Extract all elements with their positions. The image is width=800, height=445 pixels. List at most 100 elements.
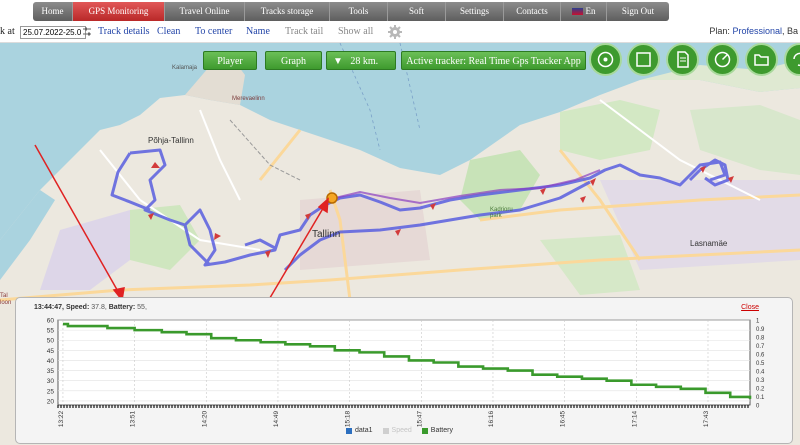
distance-value: 28 km. xyxy=(350,56,379,67)
map-label-tallinn: Tallinn xyxy=(312,229,341,240)
nav-contacts[interactable]: Contacts xyxy=(504,2,561,21)
map-label-kadrioru-park: Kadrioru park xyxy=(490,207,513,219)
x-tick-label: 15:18 xyxy=(345,410,352,427)
track-at-label: k at xyxy=(0,26,15,37)
x-tick-label: 17:43 xyxy=(703,410,710,427)
legend-swatch-speed xyxy=(382,427,389,434)
track-tail-link[interactable]: Track tail xyxy=(285,26,324,37)
plan-info: Plan: Professional, Ba xyxy=(709,26,798,36)
nav-language[interactable]: En xyxy=(561,2,607,21)
y-right-tick-label: 0 xyxy=(756,404,760,410)
gps-track xyxy=(110,148,730,272)
legend-swatch-data1 xyxy=(346,427,352,434)
sliders-icon[interactable] xyxy=(82,26,92,37)
map-label-lasnamae: Lasnamäe xyxy=(690,239,728,248)
nav-gps-monitoring[interactable]: GPS Monitoring xyxy=(73,2,165,21)
readout-speed-label: Speed: xyxy=(65,304,90,311)
x-tick-label: 13:51 xyxy=(130,410,137,427)
legend-item-speed[interactable]: Speed xyxy=(382,427,412,434)
chart-legend: data1 Speed Battery xyxy=(346,427,453,434)
document-icon xyxy=(677,51,689,68)
x-tick-label: 14:49 xyxy=(273,410,280,427)
battery-chart: 20 25 30 35 40 45 50 55 60 0 0.1 0.2 0.3 0.4 0.5 0.6 0.7… xyxy=(47,318,765,428)
map-label-kalamaja: Kalamaja xyxy=(172,65,198,71)
graph-panel: 13:44:47, Speed: 37.8, Battery: 55, Clos… xyxy=(15,297,793,444)
active-tracker-button[interactable]: Active tracker: Real Time Gps Tracker Ap… xyxy=(401,51,586,70)
distance-dropdown[interactable]: ▼ 28 km. xyxy=(326,51,396,70)
legend-label-speed: Speed xyxy=(391,427,412,434)
current-position-marker[interactable] xyxy=(326,192,338,204)
y-left-tick-label: 50 xyxy=(47,338,55,345)
fullscreen-button[interactable] xyxy=(627,43,660,76)
nav-travel-online[interactable]: Travel Online xyxy=(165,2,245,21)
legend-label-battery: Battery xyxy=(430,427,453,434)
nav-soft[interactable]: Soft xyxy=(388,2,446,21)
y-right-tick-label: 0.1 xyxy=(756,395,765,401)
folder-button[interactable] xyxy=(745,43,778,76)
track-toolbar: k at 25.07.2022-25.0 Track details Clean… xyxy=(0,22,800,43)
track-details-link[interactable]: Track details xyxy=(98,26,150,37)
y-right-tick-label: 0.7 xyxy=(756,344,765,350)
graph-button[interactable]: Graph xyxy=(265,51,322,70)
folder-icon xyxy=(754,54,769,66)
legend-item-battery[interactable]: Battery xyxy=(421,427,453,434)
map-edge-label: Tal loon xyxy=(0,293,12,306)
graph-readout: 13:44:47, Speed: 37.8, Battery: 55, xyxy=(34,304,147,311)
y-left-tick-label: 35 xyxy=(47,368,55,375)
plan-value-link[interactable]: Professional xyxy=(732,26,782,36)
y-right-tick-label: 0.3 xyxy=(756,378,765,384)
readout-battery-label: Battery: xyxy=(108,304,136,311)
speedometer-button[interactable] xyxy=(706,43,739,76)
to-center-link[interactable]: To center xyxy=(195,26,233,37)
map-label-merevaelinn: Merevaelinn xyxy=(232,96,265,102)
refresh-button[interactable] xyxy=(784,43,800,76)
square-icon xyxy=(636,52,651,67)
top-bar: Home GPS Monitoring Travel Online Tracks… xyxy=(0,0,800,22)
y-left-tick-label: 25 xyxy=(47,388,55,395)
readout-time: 13:44:47 xyxy=(34,304,63,311)
nav-settings[interactable]: Settings xyxy=(446,2,504,21)
name-link[interactable]: Name xyxy=(246,26,270,37)
language-label: En xyxy=(585,6,596,16)
player-button[interactable]: Player xyxy=(203,51,257,70)
nav-tracks-storage[interactable]: Tracks storage xyxy=(245,2,330,21)
track-direction-arrows xyxy=(148,162,734,258)
crosshair-icon xyxy=(597,51,614,68)
show-all-link[interactable]: Show all xyxy=(338,26,374,37)
y-left-tick-label: 60 xyxy=(47,318,55,325)
chevron-down-icon: ▼ xyxy=(333,56,343,67)
readout-battery-value: 55 xyxy=(137,304,145,311)
plan-suffix: , Ba xyxy=(781,26,798,36)
y-left-tick-label: 40 xyxy=(47,358,55,365)
report-button[interactable] xyxy=(666,43,699,76)
nav-sign-out[interactable]: Sign Out xyxy=(621,6,655,16)
x-tick-label: 14:20 xyxy=(201,410,208,427)
x-tick-label: 17:14 xyxy=(631,410,638,427)
y-right-tick-label: 0.6 xyxy=(756,353,765,359)
y-right-tick-label: 0.9 xyxy=(756,327,765,333)
date-range-input[interactable]: 25.07.2022-25.0 xyxy=(20,26,86,39)
y-left-tick-label: 45 xyxy=(47,348,55,355)
main-nav: Home GPS Monitoring Travel Online Tracks… xyxy=(33,2,669,21)
legend-label-data1: data1 xyxy=(355,427,373,434)
y-left-tick-label: 30 xyxy=(47,378,55,385)
speedometer-icon xyxy=(714,51,731,68)
gear-icon[interactable] xyxy=(387,24,403,40)
graph-close-link[interactable]: Close xyxy=(741,304,759,311)
nav-home[interactable]: Home xyxy=(33,2,73,21)
readout-speed-value: 37.8 xyxy=(91,304,105,311)
y-right-tick-label: 1 xyxy=(756,319,760,325)
uk-flag-icon xyxy=(571,8,583,15)
y-right-tick-label: 0.4 xyxy=(756,370,765,376)
plan-label: Plan: xyxy=(709,26,730,36)
x-tick-label: 16:16 xyxy=(488,410,495,427)
clean-link[interactable]: Clean xyxy=(157,26,181,37)
y-left-tick-label: 20 xyxy=(47,398,55,405)
kadriorg-park xyxy=(460,150,540,220)
refresh-icon xyxy=(793,52,800,67)
x-tick-label: 16:45 xyxy=(560,410,567,427)
locate-button[interactable] xyxy=(589,43,622,76)
legend-item-data1[interactable]: data1 xyxy=(346,427,373,434)
x-tick-label: 13:22 xyxy=(58,410,65,427)
nav-tools[interactable]: Tools xyxy=(330,2,388,21)
